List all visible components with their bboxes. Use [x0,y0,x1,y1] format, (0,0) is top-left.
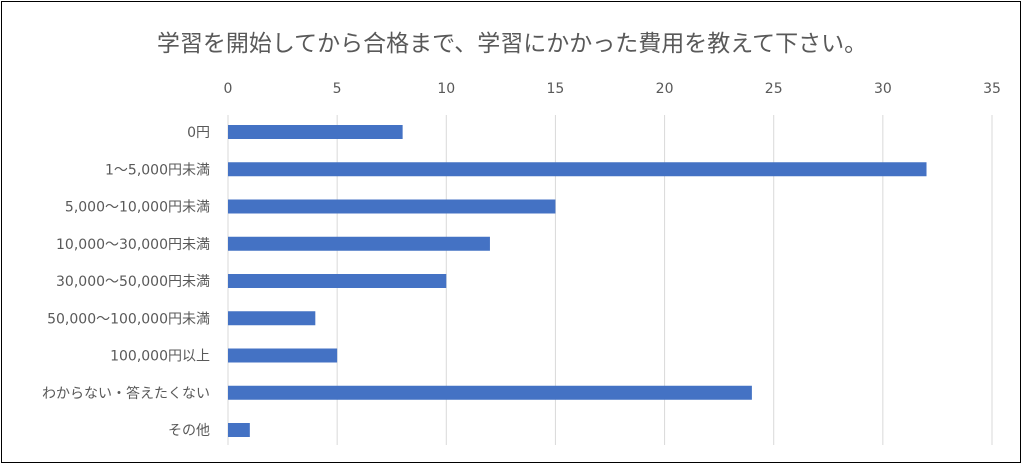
x-tick-label: 20 [656,81,674,97]
category-label: 100,000円以上 [110,349,210,365]
x-tick-label: 25 [765,81,783,97]
x-tick-label: 5 [333,81,342,97]
bar [228,423,250,437]
category-label: 0円 [187,125,210,141]
category-label: 30,000～50,000円未満 [56,274,210,290]
category-label: わからない・答えたくない [42,385,210,402]
category-label: 50,000～100,000円未満 [47,311,210,327]
bar [228,348,338,363]
chart-title: 学習を開始してから合格まで、学習にかかった費用を教えて下さい。 [156,31,868,57]
bar [228,311,316,326]
category-label: 10,000～30,000円未満 [56,237,210,253]
bar [228,162,927,177]
category-label: 5,000～10,000円未満 [65,200,210,216]
category-label: その他 [168,423,210,439]
bar [228,125,403,139]
bar [228,199,556,214]
x-tick-label: 30 [874,81,892,97]
bar [228,385,752,400]
category-label: 1～5,000円未満 [105,162,210,178]
bar [228,236,490,251]
x-tick-label: 0 [224,81,233,97]
x-tick-label: 15 [547,81,565,97]
x-tick-label: 35 [983,81,1001,97]
bar [228,274,447,288]
x-tick-label: 10 [437,81,455,97]
